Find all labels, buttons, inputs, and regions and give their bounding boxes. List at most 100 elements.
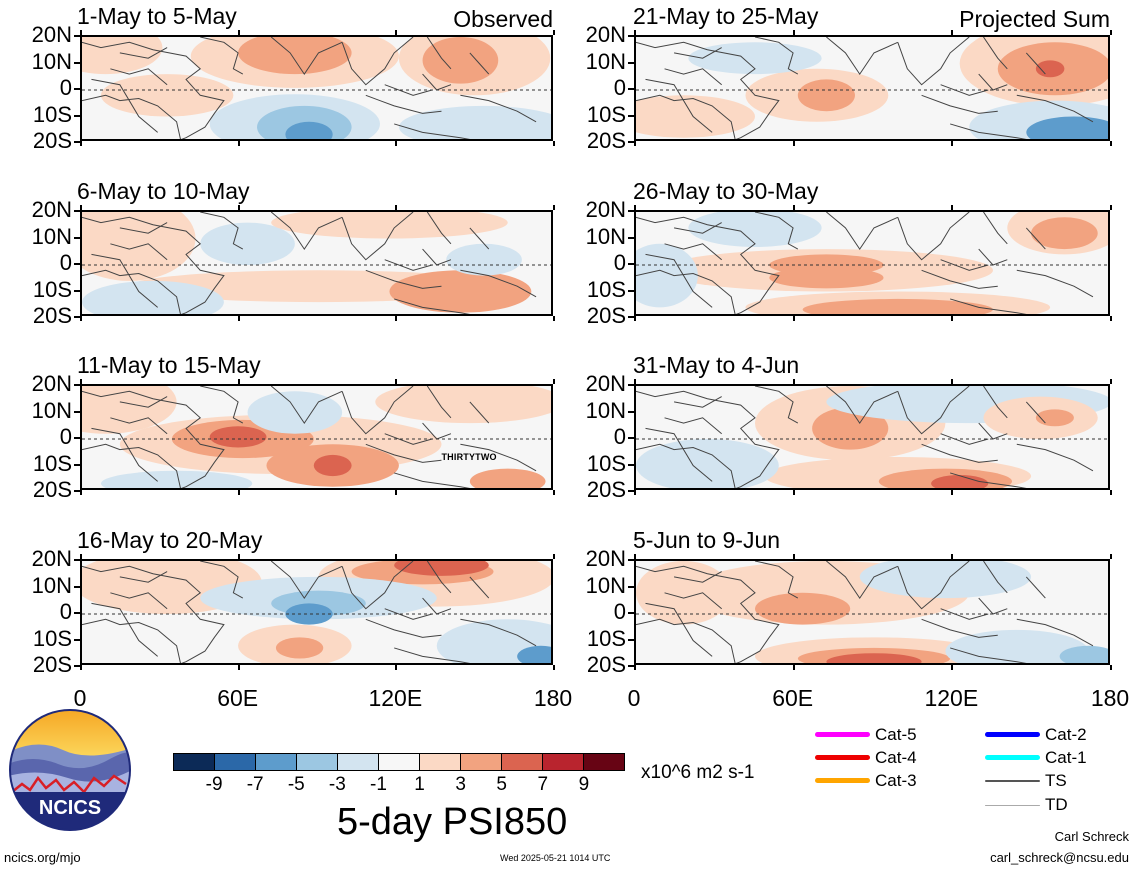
positive-anomaly bbox=[755, 592, 851, 625]
coastline bbox=[460, 618, 537, 647]
lon-tick bbox=[80, 490, 82, 495]
coastline bbox=[645, 78, 713, 133]
lat-label: 0 bbox=[613, 599, 626, 624]
lat-tick bbox=[74, 638, 80, 641]
coastline bbox=[921, 443, 998, 463]
negative-anomaly bbox=[636, 439, 779, 488]
negative-anomaly bbox=[859, 561, 1032, 599]
lat-tick bbox=[628, 384, 634, 386]
footer-url[interactable]: ncics.org/mjo bbox=[4, 850, 81, 865]
coastline bbox=[754, 561, 799, 599]
coastline bbox=[394, 647, 471, 663]
lat-label: 10N bbox=[585, 397, 626, 423]
positive-anomaly bbox=[275, 637, 324, 659]
positive-anomaly bbox=[636, 561, 732, 625]
lat-tick bbox=[628, 236, 634, 239]
lat-label: 20S bbox=[586, 477, 626, 502]
lat-tick bbox=[74, 210, 80, 212]
coastline bbox=[365, 94, 442, 114]
colorbar-units: x10^6 m2 s-1 bbox=[641, 762, 755, 783]
coastline bbox=[921, 618, 998, 638]
lon-tick bbox=[1110, 205, 1112, 210]
coastline bbox=[636, 390, 780, 488]
lat-tick bbox=[628, 88, 634, 90]
lon-tick bbox=[792, 379, 795, 384]
lon-tick bbox=[553, 490, 555, 495]
lat-label: 20N bbox=[585, 371, 626, 396]
lon-label: 180 bbox=[1090, 685, 1130, 711]
coastline bbox=[200, 37, 244, 75]
coastline bbox=[826, 37, 899, 75]
coastline bbox=[673, 571, 722, 583]
lon-tick bbox=[237, 141, 240, 146]
logo-text: NCICS bbox=[39, 797, 101, 819]
map-shading bbox=[636, 37, 1108, 139]
coastline bbox=[950, 123, 1027, 139]
lon-tick bbox=[634, 665, 636, 670]
anomaly-map bbox=[634, 384, 1110, 490]
lon-label: 120E bbox=[924, 685, 979, 711]
lon-tick bbox=[1110, 490, 1112, 495]
colorbar-swatch bbox=[297, 754, 338, 770]
coastline bbox=[921, 269, 998, 289]
coastline bbox=[365, 618, 442, 638]
lat-tick bbox=[74, 289, 80, 292]
map-shading bbox=[82, 212, 551, 314]
lon-tick bbox=[80, 316, 82, 321]
lon-tick bbox=[553, 205, 555, 210]
anomaly-map bbox=[634, 210, 1110, 316]
lon-tick bbox=[237, 379, 240, 384]
colorbar-tick-label: -7 bbox=[246, 774, 264, 795]
lat-tick bbox=[74, 316, 80, 318]
anomaly-map: THIRTYTWO bbox=[80, 384, 553, 490]
coastline bbox=[426, 386, 452, 419]
coastline bbox=[983, 37, 1008, 70]
lat-tick bbox=[628, 490, 634, 492]
lat-label: 20S bbox=[32, 128, 72, 153]
lat-tick bbox=[628, 638, 634, 641]
footer-timestamp: Wed 2025-05-21 1014 UTC bbox=[500, 853, 611, 863]
colorbar-swatch bbox=[338, 754, 379, 770]
lon-label: 0 bbox=[627, 685, 641, 711]
lon-tick bbox=[237, 665, 240, 670]
negative-anomaly bbox=[82, 280, 224, 314]
lon-tick bbox=[80, 665, 82, 670]
coastline bbox=[645, 427, 713, 482]
lat-tick bbox=[74, 88, 80, 90]
lat-tick bbox=[74, 585, 80, 588]
lon-tick bbox=[792, 141, 795, 146]
coastline bbox=[469, 52, 490, 75]
lon-tick bbox=[237, 205, 240, 210]
panel-title: 1-May to 5-May bbox=[77, 3, 237, 29]
coastline bbox=[394, 298, 471, 314]
lat-tick bbox=[628, 665, 634, 667]
footer-email[interactable]: carl_schreck@ncsu.edu bbox=[990, 850, 1129, 865]
coastline bbox=[200, 386, 244, 424]
coastline bbox=[82, 390, 225, 488]
lat-label: 10N bbox=[31, 223, 72, 249]
coastline bbox=[1016, 269, 1094, 298]
lat-label: 20S bbox=[32, 477, 72, 502]
coastline bbox=[91, 602, 159, 657]
colorbar-tick-label: 1 bbox=[414, 774, 425, 795]
coastline bbox=[983, 561, 1008, 594]
coastline bbox=[636, 41, 780, 139]
lon-tick bbox=[553, 141, 555, 146]
lat-tick bbox=[628, 559, 634, 561]
positive-anomaly bbox=[1035, 60, 1065, 78]
coastline bbox=[940, 259, 989, 271]
lon-tick bbox=[553, 554, 555, 559]
panel-title: 21-May to 25-May bbox=[633, 3, 819, 29]
legend-label: Cat-1 bbox=[1045, 748, 1087, 767]
coastline bbox=[826, 212, 899, 250]
positive-anomaly bbox=[209, 426, 267, 448]
lat-tick bbox=[628, 114, 634, 117]
storm-label: THIRTYTWO bbox=[441, 451, 497, 462]
coastline bbox=[110, 592, 168, 610]
coastline bbox=[645, 602, 713, 657]
coastline bbox=[1025, 227, 1046, 250]
lat-label: 20S bbox=[586, 128, 626, 153]
lat-label: 20N bbox=[31, 22, 72, 47]
legend-swatch bbox=[985, 732, 1040, 737]
lat-tick bbox=[628, 463, 634, 466]
